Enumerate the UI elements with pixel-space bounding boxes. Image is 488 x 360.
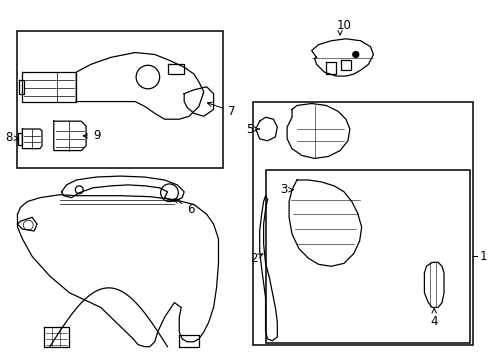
Text: 4: 4 bbox=[429, 309, 437, 328]
Text: 7: 7 bbox=[207, 102, 235, 118]
Text: 6: 6 bbox=[174, 199, 194, 216]
Bar bbox=[18, 31, 223, 168]
Text: 5: 5 bbox=[246, 122, 259, 135]
Text: 1: 1 bbox=[478, 250, 486, 263]
Bar bbox=[252, 102, 472, 345]
Text: 9: 9 bbox=[83, 129, 100, 142]
Text: 8: 8 bbox=[5, 131, 19, 144]
Text: 2: 2 bbox=[250, 252, 263, 265]
Circle shape bbox=[352, 51, 358, 58]
Bar bbox=[265, 170, 468, 343]
Text: 10: 10 bbox=[336, 19, 351, 32]
Text: 3: 3 bbox=[279, 183, 293, 196]
